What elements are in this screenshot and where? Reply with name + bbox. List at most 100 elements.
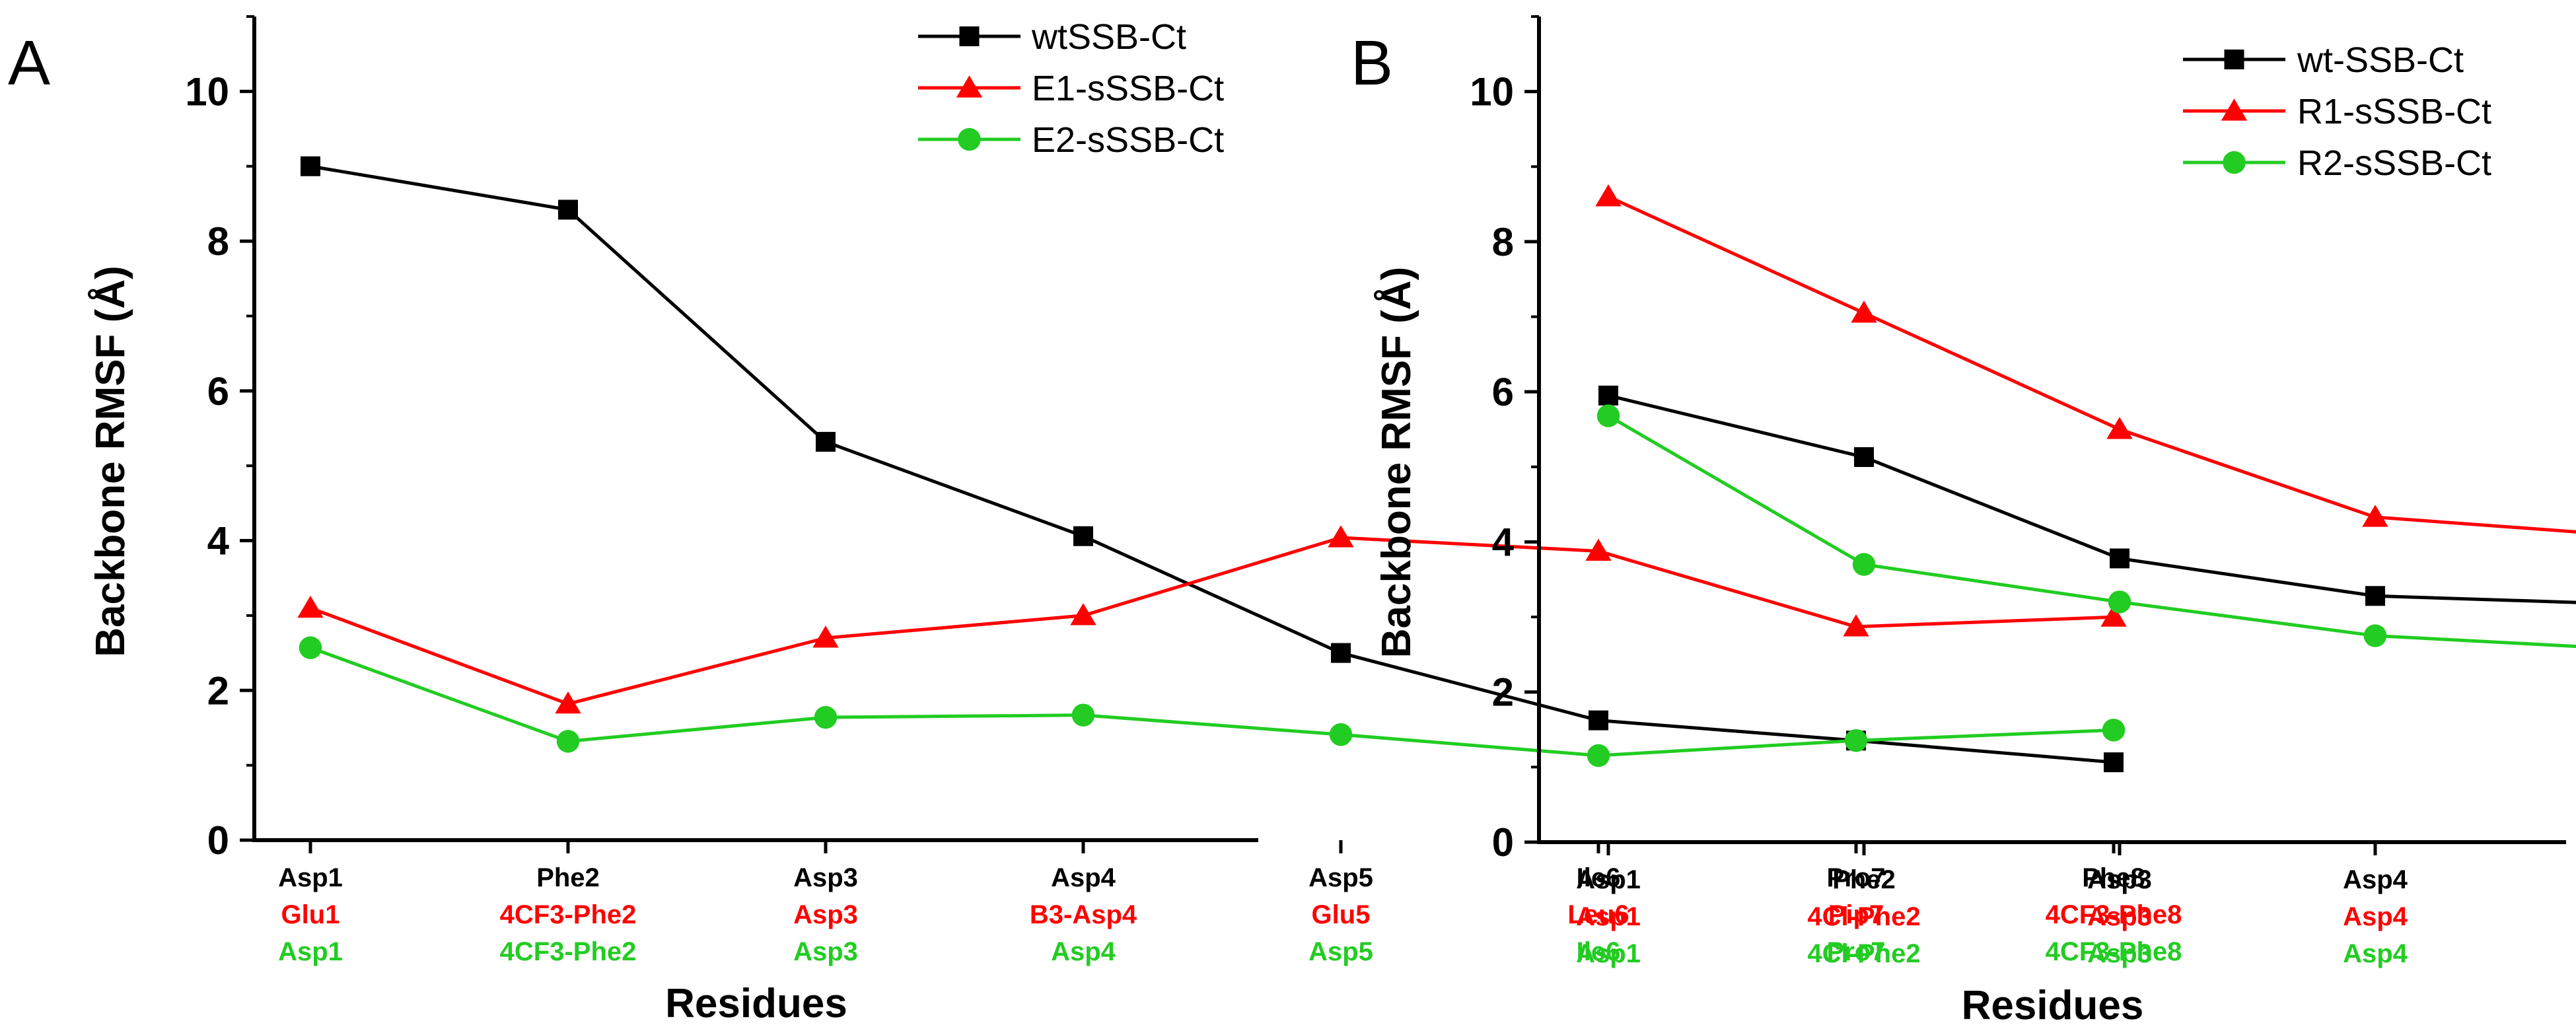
data-point — [558, 199, 578, 220]
x-tick-label: Pro7 — [1827, 863, 1886, 892]
data-point — [297, 595, 324, 618]
data-point — [1595, 184, 1622, 207]
data-point — [1585, 538, 1612, 561]
x-tick-label: Phe8 — [2082, 863, 2145, 892]
data-point — [2108, 590, 2131, 614]
x-tick-label: Asp3 — [793, 900, 858, 929]
data-point — [1328, 525, 1354, 548]
x-tick-label: Asp1 — [278, 937, 343, 966]
y-tick-label: 0 — [207, 818, 229, 863]
y-tick-label: 2 — [1492, 670, 1514, 715]
x-tick-label: Asp5 — [1308, 863, 1373, 892]
x-tick-label: Ile6 — [1577, 863, 1621, 892]
legend-label: E2-sSSB-Ct — [1032, 120, 1224, 160]
y-tick-label: 4 — [207, 519, 230, 563]
y-tick-label: 6 — [1492, 370, 1514, 414]
series-r1-sssb-ct — [1595, 184, 2576, 534]
x-tick-label: Phe2 — [536, 863, 600, 892]
series-e1-sssb-ct — [297, 525, 2127, 714]
legend-marker — [2221, 98, 2248, 121]
data-point — [1598, 385, 1618, 406]
x-tick-label: Asp3 — [2087, 902, 2152, 931]
data-point — [1843, 614, 1869, 637]
data-point — [2365, 586, 2385, 606]
data-point — [2106, 417, 2133, 439]
x-tick-label: 4Cl-Phe2 — [1807, 902, 1920, 931]
x-tick-label: B3-Asp4 — [1030, 900, 1137, 929]
legend-label: E1-sSSB-Ct — [1032, 69, 1224, 108]
panel-letter: A — [8, 28, 50, 98]
x-tick-label: Asp1 — [1576, 939, 1641, 968]
legend-label: wtSSB-Ct — [1031, 17, 1186, 57]
x-tick-label: 4CF3-Phe2 — [500, 937, 637, 966]
legend: wtSSB-Ct E1-sSSB-Ct E2-sSSB-Ct — [918, 17, 1224, 160]
legend-marker — [2224, 50, 2244, 69]
x-tick-label: Asp3 — [2087, 865, 2152, 894]
panel-a: A 0 2 4 6 8 10 Asp1 Glu1 Asp1 Phe2 4CF3-Phe2 4CF3-Ph… — [8, 15, 2182, 1026]
data-point — [1587, 744, 1610, 767]
y-axis-title: Backbone RMSF (Å) — [1374, 267, 1419, 658]
y-tick-label: 2 — [207, 668, 229, 713]
x-tick-label: Asp1 — [1576, 902, 1641, 931]
x-tick-label: 4CF3-Phe2 — [500, 900, 637, 929]
series-line — [310, 536, 2114, 706]
data-point — [1329, 723, 1353, 746]
series-line — [1607, 414, 2576, 649]
data-point — [1851, 301, 1877, 323]
data-point — [556, 730, 580, 753]
x-tick-label: Asp4 — [1051, 863, 1116, 892]
series-wt-ssb-ct — [1598, 385, 2576, 606]
data-point — [2104, 752, 2124, 773]
x-tick-label: Pip7 — [1828, 900, 1884, 929]
series-line — [310, 646, 2114, 758]
data-point — [1844, 729, 1868, 752]
x-tick-label: Asp4 — [2343, 902, 2408, 931]
legend-label: R1-sSSB-Ct — [2297, 92, 2491, 131]
data-point — [1596, 404, 1620, 427]
x-tick-label: Asp4 — [2343, 865, 2408, 894]
data-point — [2110, 548, 2129, 569]
data-point — [1070, 603, 1096, 625]
data-point — [2100, 604, 2127, 627]
y-tick-label: 8 — [1492, 220, 1514, 264]
y-tick-label: 4 — [1492, 520, 1515, 564]
x-tick-label: 4CF3-Phe8 — [2046, 900, 2182, 929]
x-tick-label: Asp4 — [2343, 939, 2408, 968]
legend: wt-SSB-Ct R1-sSSB-Ct R2-sSSB-Ct — [2183, 40, 2491, 183]
x-tick-label: Asp1 — [278, 863, 343, 892]
data-point — [1331, 643, 1351, 663]
panel-b: B 0 2 4 6 8 10 Asp1 Asp1 Asp1 Phe2 4Cl-Phe2 4Cl-Phe2… — [1351, 15, 2576, 1028]
x-axis-title: Residues — [665, 981, 847, 1026]
data-point — [1589, 710, 1608, 731]
x-tick-label: Phe2 — [1832, 865, 1896, 894]
data-point — [2363, 624, 2387, 647]
x-tick-label: Asp4 — [1051, 937, 1116, 966]
data-point — [1852, 553, 1876, 576]
series-r2-sssb-ct — [1596, 404, 2576, 649]
series-line — [310, 164, 2114, 764]
data-point — [1073, 526, 1093, 546]
data-point — [2362, 505, 2388, 527]
x-tick-label: Glu5 — [1312, 900, 1371, 929]
series-line — [1607, 195, 2576, 534]
data-point — [555, 691, 581, 714]
data-point — [812, 625, 839, 648]
panel-letter: B — [1351, 28, 1393, 98]
legend-label: R2-sSSB-Ct — [2297, 143, 2491, 183]
data-point — [814, 705, 838, 729]
y-tick-label: 6 — [207, 369, 229, 413]
x-tick-label: Asp3 — [793, 937, 858, 966]
legend-marker — [959, 26, 980, 46]
data-point — [1854, 447, 1874, 468]
data-point — [2102, 719, 2126, 742]
legend-label: wt-SSB-Ct — [2297, 40, 2464, 80]
x-tick-label: Asp3 — [2087, 939, 2152, 968]
x-axis-title: Residues — [1962, 983, 2144, 1028]
series-e2-sssb-ct — [299, 636, 2126, 767]
x-tick-label: Ile6 — [1577, 937, 1621, 966]
y-tick-label: 10 — [185, 69, 229, 114]
x-tick-label: 4Cl-Phe2 — [1807, 939, 1920, 968]
data-point — [1071, 703, 1095, 727]
series-line — [1608, 394, 2576, 604]
